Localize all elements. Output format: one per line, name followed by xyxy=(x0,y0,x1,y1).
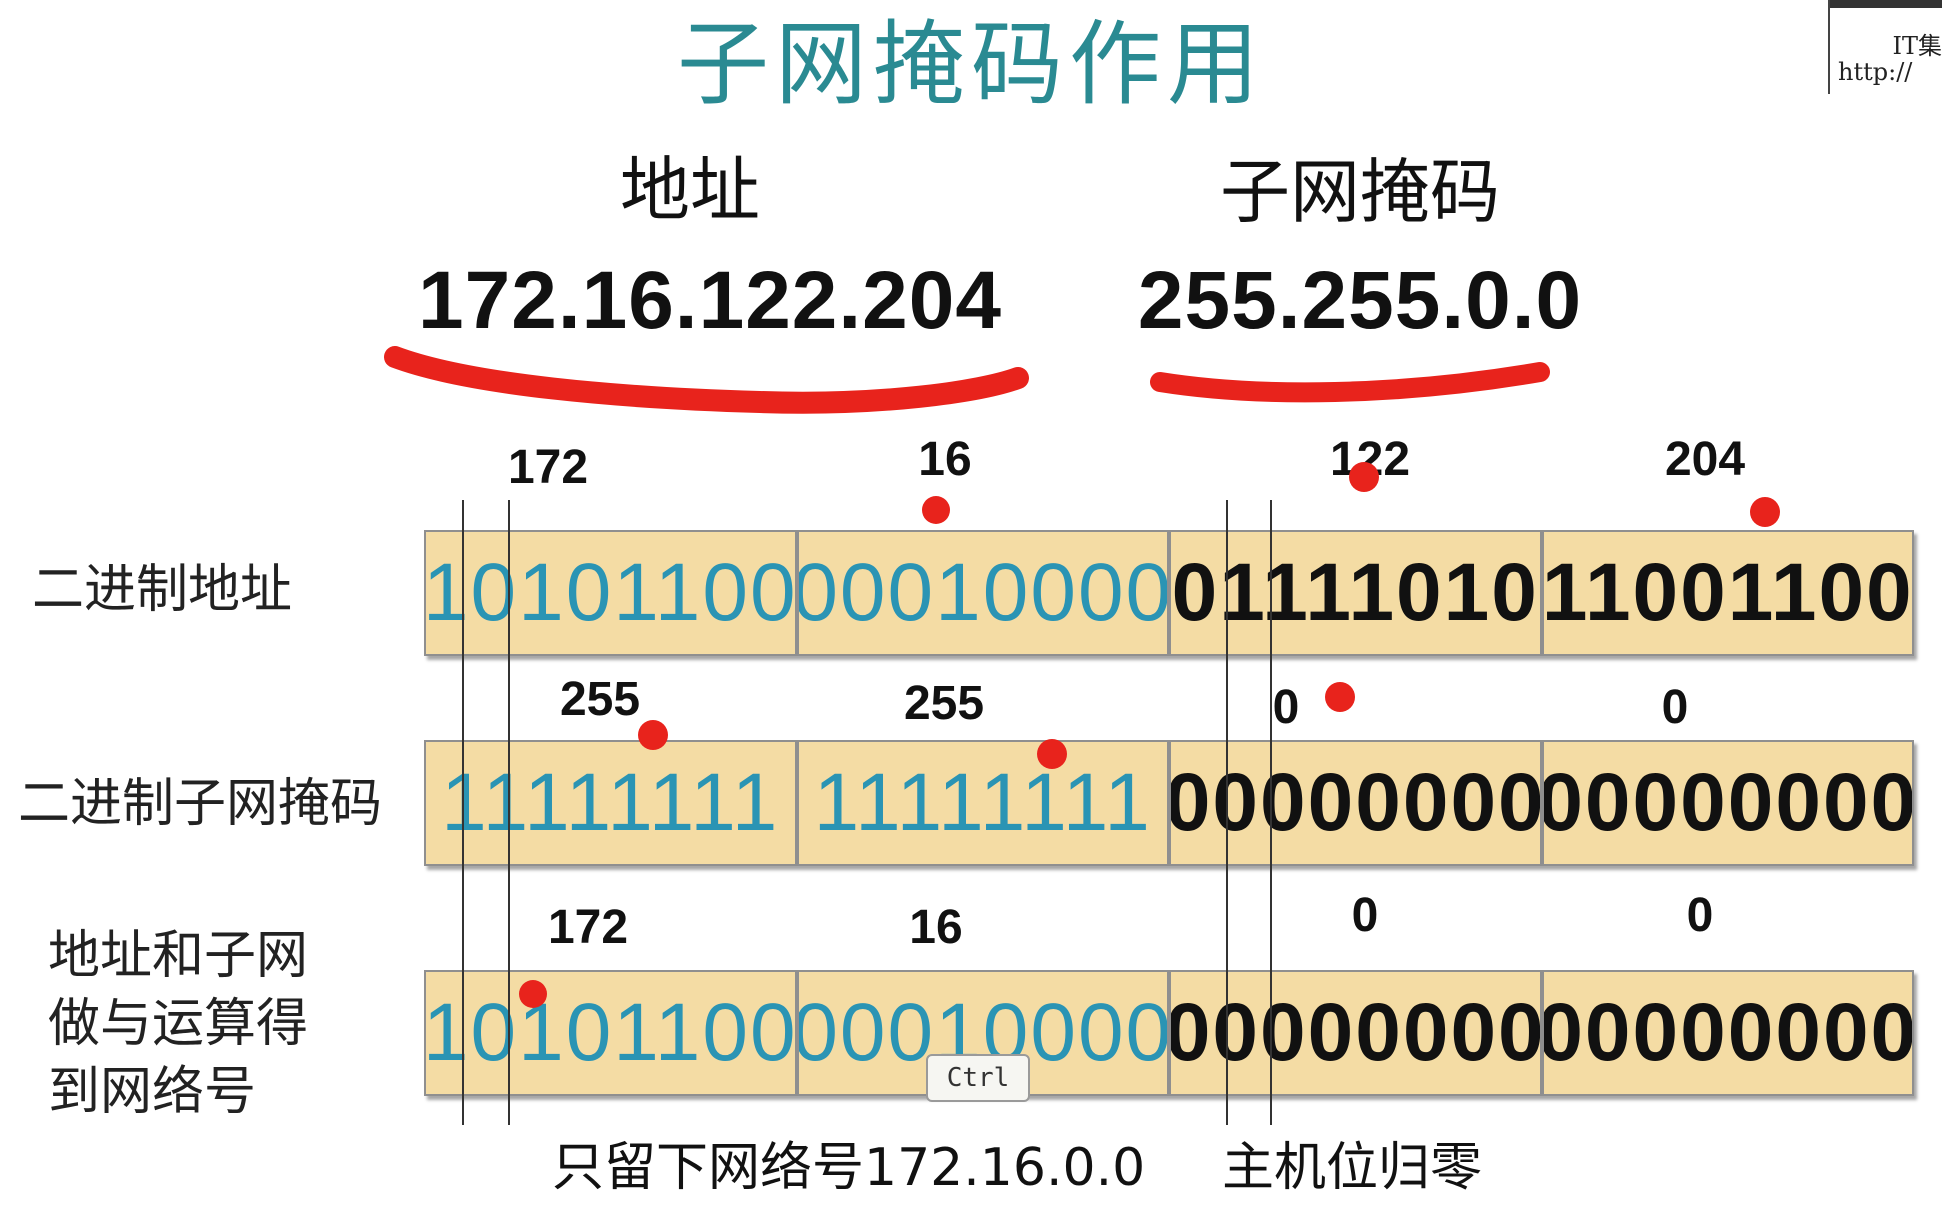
octet-label: 16 xyxy=(918,433,972,486)
binary-cell: 10101100 xyxy=(424,530,797,656)
watermark-line-2: http:// xyxy=(1838,58,1913,86)
binary-mask-row: 11111111 11111111 00000000 00000000 xyxy=(424,740,1914,866)
octet-label: 0 xyxy=(1661,681,1689,734)
binary-cell: 11001100 xyxy=(1541,530,1914,656)
octet-label: 0 xyxy=(1351,889,1379,942)
network-number-note: 只留下网络号172.16.0.0 xyxy=(552,1138,1146,1198)
mask-heading: 子网掩码 xyxy=(1220,151,1500,233)
row-label-and-operation-line-1: 地址和子网 xyxy=(48,926,309,986)
octet-label: 0 xyxy=(1686,889,1714,942)
row-label-and-operation-line-3: 到网络号 xyxy=(48,1062,257,1122)
guide-line xyxy=(1226,500,1228,1125)
octet-label: 122 xyxy=(1329,433,1411,486)
octet-label: 204 xyxy=(1664,433,1746,486)
slide-title: 子网掩码作用 xyxy=(676,11,1265,118)
guide-line xyxy=(1270,500,1272,1125)
octet-label: 16 xyxy=(909,901,963,954)
guide-line xyxy=(462,500,464,1125)
octet-label: 0 xyxy=(1272,681,1300,734)
binary-cell: 11111111 xyxy=(796,740,1169,866)
red-dot xyxy=(922,496,950,524)
watermark: IT集 http:// xyxy=(1828,0,1942,94)
red-dot xyxy=(1750,497,1780,527)
binary-cell: 01111010 xyxy=(1169,530,1542,656)
row-label-binary-mask: 二进制子网掩码 xyxy=(18,774,383,834)
mask-underline xyxy=(1150,362,1550,403)
host-bits-note: 主机位归零 xyxy=(1222,1138,1483,1198)
binary-cell: 11111111 xyxy=(424,740,797,866)
octet-label: 255 xyxy=(559,673,641,726)
binary-cell: 10101100 xyxy=(424,970,797,1096)
address-underline xyxy=(384,346,1029,414)
row-label-and-operation-line-2: 做与运算得 xyxy=(48,994,309,1054)
octet-label: 255 xyxy=(903,677,985,730)
mask-value: 255.255.0.0 xyxy=(1137,255,1583,346)
octet-label: 172 xyxy=(547,901,629,954)
binary-cell: 00000000 xyxy=(1541,740,1914,866)
binary-cell: 00000000 xyxy=(1169,970,1542,1096)
ctrl-key-overlay: Ctrl xyxy=(926,1054,1030,1102)
binary-cell: 00010000 xyxy=(796,530,1169,656)
binary-cell: 00000000 xyxy=(1169,740,1542,866)
network-number-row: 10101100 00010000 00000000 00000000 xyxy=(424,970,1914,1096)
guide-line xyxy=(508,500,510,1125)
watermark-bar xyxy=(1830,0,1942,8)
address-value: 172.16.122.204 xyxy=(418,255,1002,346)
binary-address-row: 10101100 00010000 01111010 11001100 xyxy=(424,530,1914,656)
row-label-binary-address: 二进制地址 xyxy=(32,560,293,620)
watermark-line-1: IT集 xyxy=(1892,32,1942,60)
address-heading: 地址 xyxy=(620,149,760,231)
binary-cell: 00000000 xyxy=(1541,970,1914,1096)
octet-label: 172 xyxy=(507,441,589,494)
